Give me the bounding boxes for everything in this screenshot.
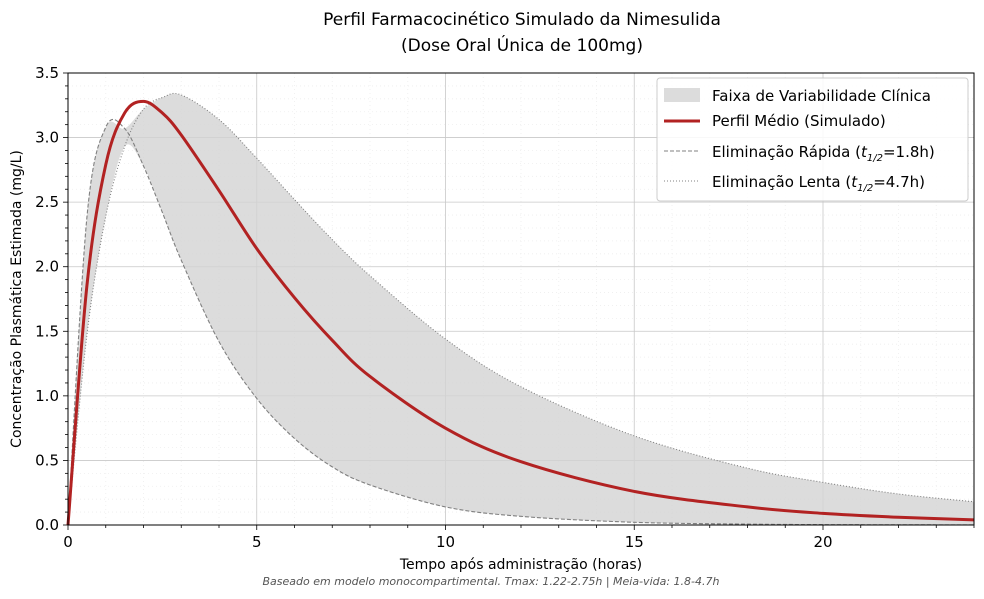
legend: Faixa de Variabilidade Clínica Perfil Mé…: [656, 77, 969, 202]
chart-title-line2: (Dose Oral Única de 100mg): [401, 34, 643, 56]
chart-title-line1: Perfil Farmacocinético Simulado da Nimes…: [323, 10, 721, 30]
legend-label-slow: Eliminação Lenta (t1/2=4.7h): [712, 173, 925, 194]
y-tick-label: 3.5: [35, 64, 59, 82]
x-tick-label: 20: [813, 533, 832, 551]
legend-label-mean: Perfil Médio (Simulado): [712, 112, 886, 130]
series-lines: [66, 92, 975, 526]
legend-label-band: Faixa de Variabilidade Clínica: [712, 87, 931, 105]
variability-band: [68, 93, 974, 525]
y-tick-label: 2.0: [35, 258, 59, 276]
y-tick-label: 1.5: [35, 322, 59, 340]
x-tick-label: 10: [436, 533, 455, 551]
series-line-rapid: [67, 118, 975, 526]
minor-grid: [68, 73, 975, 525]
y-axis-ticks: 0.0 0.5 1.0 1.5 2.0 2.5 3.0 3.5: [35, 64, 68, 534]
legend-label-rapid: Eliminação Rápida (t1/2=1.8h): [712, 143, 935, 164]
footnote: Baseado em modelo monocompartimental. Tm…: [263, 575, 720, 588]
band-area: [68, 93, 974, 525]
x-tick-label: 5: [252, 533, 262, 551]
x-tick-label: 15: [625, 533, 644, 551]
y-tick-label: 0.5: [35, 451, 59, 469]
y-tick-label: 3.0: [35, 129, 59, 147]
y-tick-label: 1.0: [35, 387, 59, 405]
y-axis-label: Concentração Plasmática Estimada (mg/L): [9, 150, 25, 448]
y-tick-label: 2.5: [35, 193, 59, 211]
series-line-mean: [66, 99, 975, 526]
y-tick-label: 0.0: [35, 516, 59, 534]
legend-swatch-band: [664, 88, 700, 102]
legend-box: [656, 77, 969, 202]
series-line-slow: [67, 92, 975, 526]
x-axis-ticks: 0 5 10 15 20: [63, 525, 975, 551]
x-tick-label: 0: [63, 533, 73, 551]
x-axis-label: Tempo após administração (horas): [399, 557, 642, 573]
